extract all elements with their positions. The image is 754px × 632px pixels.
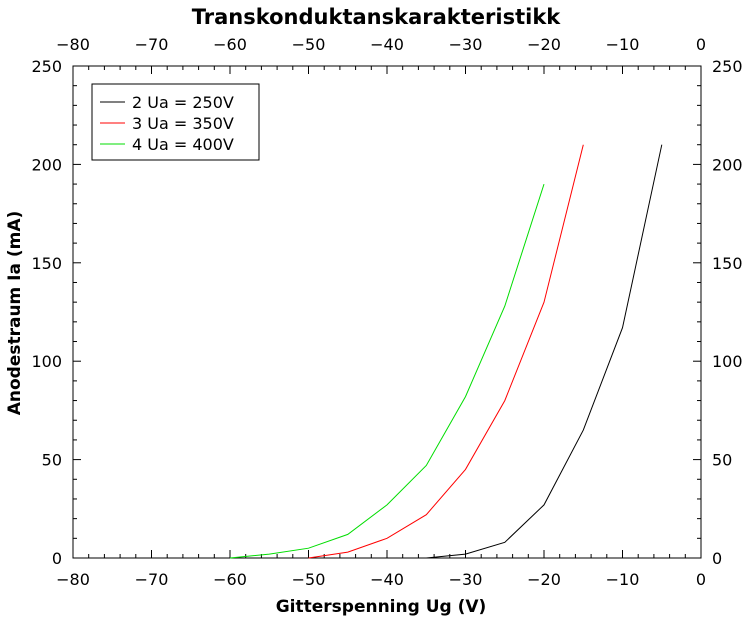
series-lines <box>229 144 663 559</box>
legend-label-3: 4 Ua = 400V <box>132 135 234 154</box>
series-line-1 <box>426 144 663 559</box>
y-tick-label-left: 0 <box>52 549 62 568</box>
legend: 2 Ua = 250V 3 Ua = 350V 4 Ua = 400V <box>91 83 260 161</box>
series-line-3 <box>229 183 545 559</box>
x-tick-label-bottom: −50 <box>292 570 326 589</box>
y-axis-title: Anodestraum Ia (mA) <box>5 211 25 416</box>
legend-box <box>91 83 260 161</box>
x-tick-label-top: −20 <box>527 35 561 54</box>
series-line-2 <box>308 144 584 559</box>
x-tick-label-top: −50 <box>292 35 326 54</box>
x-tick-label-top: −40 <box>370 35 404 54</box>
y-tick-label-right: 0 <box>712 549 722 568</box>
x-tick-label-bottom: −30 <box>449 570 483 589</box>
y-tick-label-right: 150 <box>712 254 743 273</box>
y-tick-label-left: 150 <box>31 254 62 273</box>
legend-label-2: 3 Ua = 350V <box>132 114 234 133</box>
x-tick-label-bottom: −20 <box>527 570 561 589</box>
chart-title: Transkonduktanskarakteristikk <box>192 5 562 29</box>
x-tick-label-top: −70 <box>135 35 169 54</box>
x-tick-label-bottom: −70 <box>135 570 169 589</box>
y-tick-label-left: 250 <box>31 57 62 76</box>
x-tick-label-bottom: −10 <box>606 570 640 589</box>
y-tick-label-right: 200 <box>712 155 743 174</box>
y-tick-label-right: 50 <box>712 451 732 470</box>
legend-label-1: 2 Ua = 250V <box>132 93 234 112</box>
x-tick-label-bottom: −40 <box>370 570 404 589</box>
y-tick-label-left: 100 <box>31 352 62 371</box>
x-tick-label-bottom: 0 <box>696 570 706 589</box>
y-tick-label-right: 100 <box>712 352 743 371</box>
x-tick-label-bottom: −80 <box>56 570 90 589</box>
x-tick-label-top: −60 <box>213 35 247 54</box>
y-tick-label-left: 200 <box>31 155 62 174</box>
y-tick-label-left: 50 <box>42 451 62 470</box>
y-tick-label-right: 250 <box>712 57 743 76</box>
axis-ticks: −80 −80 −70 −70 −60 −60 −50 −50 −40 −40 −30 −30 −20 −… <box>31 35 742 589</box>
x-tick-label-top: 0 <box>696 35 706 54</box>
x-axis-title: Gitterspenning Ug (V) <box>276 597 487 617</box>
x-tick-label-top: −10 <box>606 35 640 54</box>
x-tick-label-bottom: −60 <box>213 570 247 589</box>
x-tick-label-top: −80 <box>56 35 90 54</box>
x-tick-label-top: −30 <box>449 35 483 54</box>
